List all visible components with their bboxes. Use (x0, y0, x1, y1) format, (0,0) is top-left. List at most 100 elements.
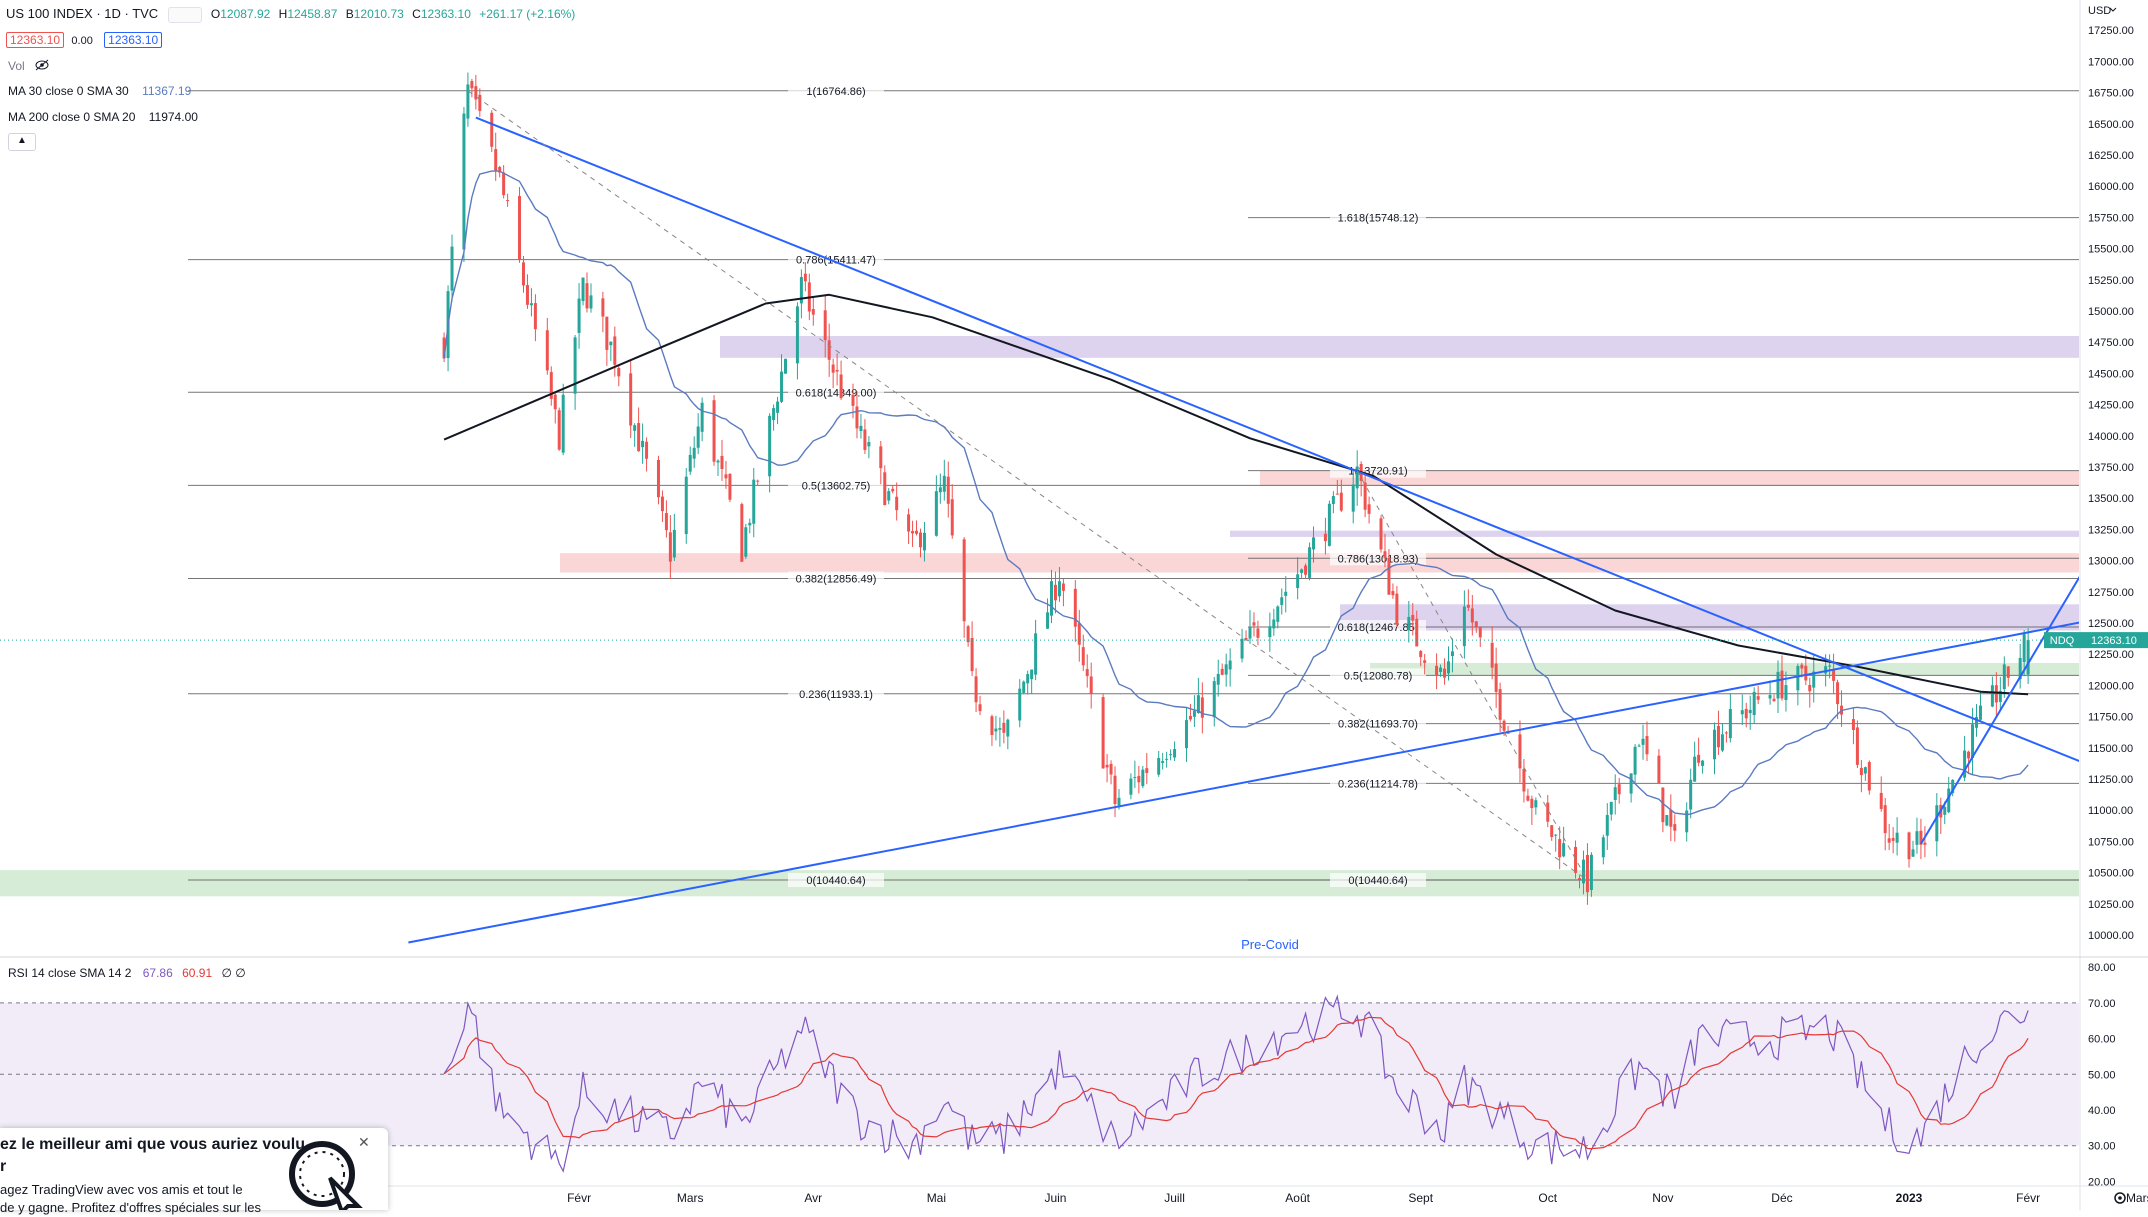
candle-body (1300, 569, 1304, 573)
ohlc-high: 12458.87 (287, 7, 338, 21)
compare-button[interactable] (167, 6, 202, 23)
candle-body (490, 112, 494, 147)
price-axis-tick: 11000.00 (2088, 805, 2133, 817)
candle-body (780, 371, 784, 402)
eye-off-icon[interactable] (34, 59, 50, 74)
ma200-legend[interactable]: MA 200 close 0 SMA 20 11974.00 (8, 110, 198, 124)
price-axis-tick: 15000.00 (2088, 306, 2134, 318)
candle-body (740, 504, 744, 562)
last-price-value: 12363.10 (2091, 635, 2137, 647)
popup-title: ez le meilleur ami que vous auriez voulu (0, 1136, 305, 1153)
volume-legend[interactable]: Vol (8, 59, 50, 74)
candle-body (668, 532, 672, 562)
candle-body (1478, 626, 1482, 638)
candle-body (1768, 695, 1772, 699)
candle-body (1101, 697, 1105, 769)
buy-price-button[interactable]: 12363.10 (104, 32, 163, 48)
candle-body (1907, 832, 1911, 860)
currency-label[interactable]: USD (2088, 5, 2111, 17)
candle-body (557, 410, 561, 450)
candle-body (1617, 784, 1621, 795)
pre-covid-annotation[interactable]: Pre-Covid (1241, 937, 1299, 952)
candle-body (1812, 671, 1816, 688)
candle-body (561, 394, 565, 453)
fib-label-bg (788, 478, 884, 493)
candle-body (1081, 647, 1085, 666)
candle-body (1665, 815, 1669, 826)
candle-body (867, 442, 871, 447)
candle-body (1157, 757, 1161, 775)
candle-body (1776, 671, 1780, 699)
candle-body (1077, 623, 1081, 645)
candle-body (462, 113, 466, 250)
currency-chevron-icon[interactable] (2109, 7, 2117, 12)
candle-body (1744, 708, 1748, 719)
price-axis-tick: 12000.00 (2088, 680, 2134, 692)
price-axis-tick: 12500.00 (2088, 618, 2134, 630)
candle-body (1863, 767, 1867, 774)
candle-body (1851, 719, 1855, 731)
candle-body (585, 283, 589, 309)
candle-body (2022, 634, 2026, 663)
candle-body (1998, 690, 2002, 702)
rsi-line (443, 994, 2029, 1173)
candle-body (589, 295, 593, 309)
candle-body (1669, 809, 1673, 827)
settings-gear-icon[interactable] (2114, 1192, 2126, 1204)
ma30-legend[interactable]: MA 30 close 0 SMA 30 11367.19 (8, 84, 191, 98)
time-axis-tick: Mai (927, 1191, 946, 1205)
candle-body (1006, 719, 1010, 737)
candle-body (1423, 660, 1427, 663)
fib-label-bg (1330, 620, 1426, 635)
candle-body (1248, 627, 1252, 639)
candle-body (601, 298, 605, 317)
candle-body (776, 401, 780, 413)
ohlc-close-label: C (412, 7, 421, 21)
candle-body (966, 626, 970, 643)
rsi-axis-tick: 70.00 (2088, 998, 2116, 1010)
symbol-title[interactable]: US 100 INDEX · 1D · TVC (6, 6, 159, 21)
candle-body (525, 285, 529, 305)
candle-body (1057, 581, 1061, 597)
candle-body (1558, 839, 1562, 858)
candle-body (1050, 581, 1053, 616)
candle-body (641, 440, 645, 448)
candle-body (1030, 669, 1034, 680)
candle-body (1109, 763, 1113, 775)
candle-body (498, 166, 502, 173)
chevron-up-icon[interactable]: ▲ (8, 133, 36, 151)
highlight-zone (1370, 662, 2079, 676)
candle-body (1312, 537, 1316, 550)
price-axis-tick: 15500.00 (2088, 244, 2134, 256)
candle-body (998, 728, 1002, 730)
time-axis-tick: Août (1285, 1191, 1310, 1205)
rsi-empty-values: ∅ ∅ (221, 966, 246, 980)
fib-level-label: 1.618(15748.12) (1338, 213, 1419, 225)
candle-body (851, 394, 855, 406)
candle-body (633, 425, 637, 431)
ohlc-low-label: B (345, 7, 354, 21)
sell-price-button[interactable]: 12363.10 (6, 32, 65, 48)
candle-body (442, 337, 446, 359)
candle-body (827, 340, 831, 360)
candle-body (1379, 518, 1383, 550)
candle-body (1891, 838, 1895, 841)
candle-body (518, 196, 522, 260)
promo-popup[interactable]: ez le meilleur ami que vous auriez voulu… (0, 1128, 388, 1216)
rsi-legend[interactable]: RSI 14 close SMA 14 2 67.86 60.91 ∅ ∅ (8, 966, 246, 980)
time-axis-tick: Déc (1771, 1191, 1792, 1205)
candle-body (1363, 482, 1367, 510)
candle-body (545, 330, 549, 371)
popup-close-icon[interactable]: ✕ (358, 1134, 370, 1150)
fib-label-bg (788, 83, 884, 98)
candle-body (1756, 696, 1760, 700)
candle-body (581, 277, 585, 302)
highlight-zone (0, 870, 2079, 897)
collapse-legend-button[interactable]: ▲ (8, 132, 36, 151)
candle-body (1780, 670, 1784, 699)
candle-body (1990, 685, 1994, 707)
candle-body (1304, 565, 1308, 575)
candle-body (529, 303, 533, 306)
price-axis-tick: 10250.00 (2088, 899, 2134, 911)
